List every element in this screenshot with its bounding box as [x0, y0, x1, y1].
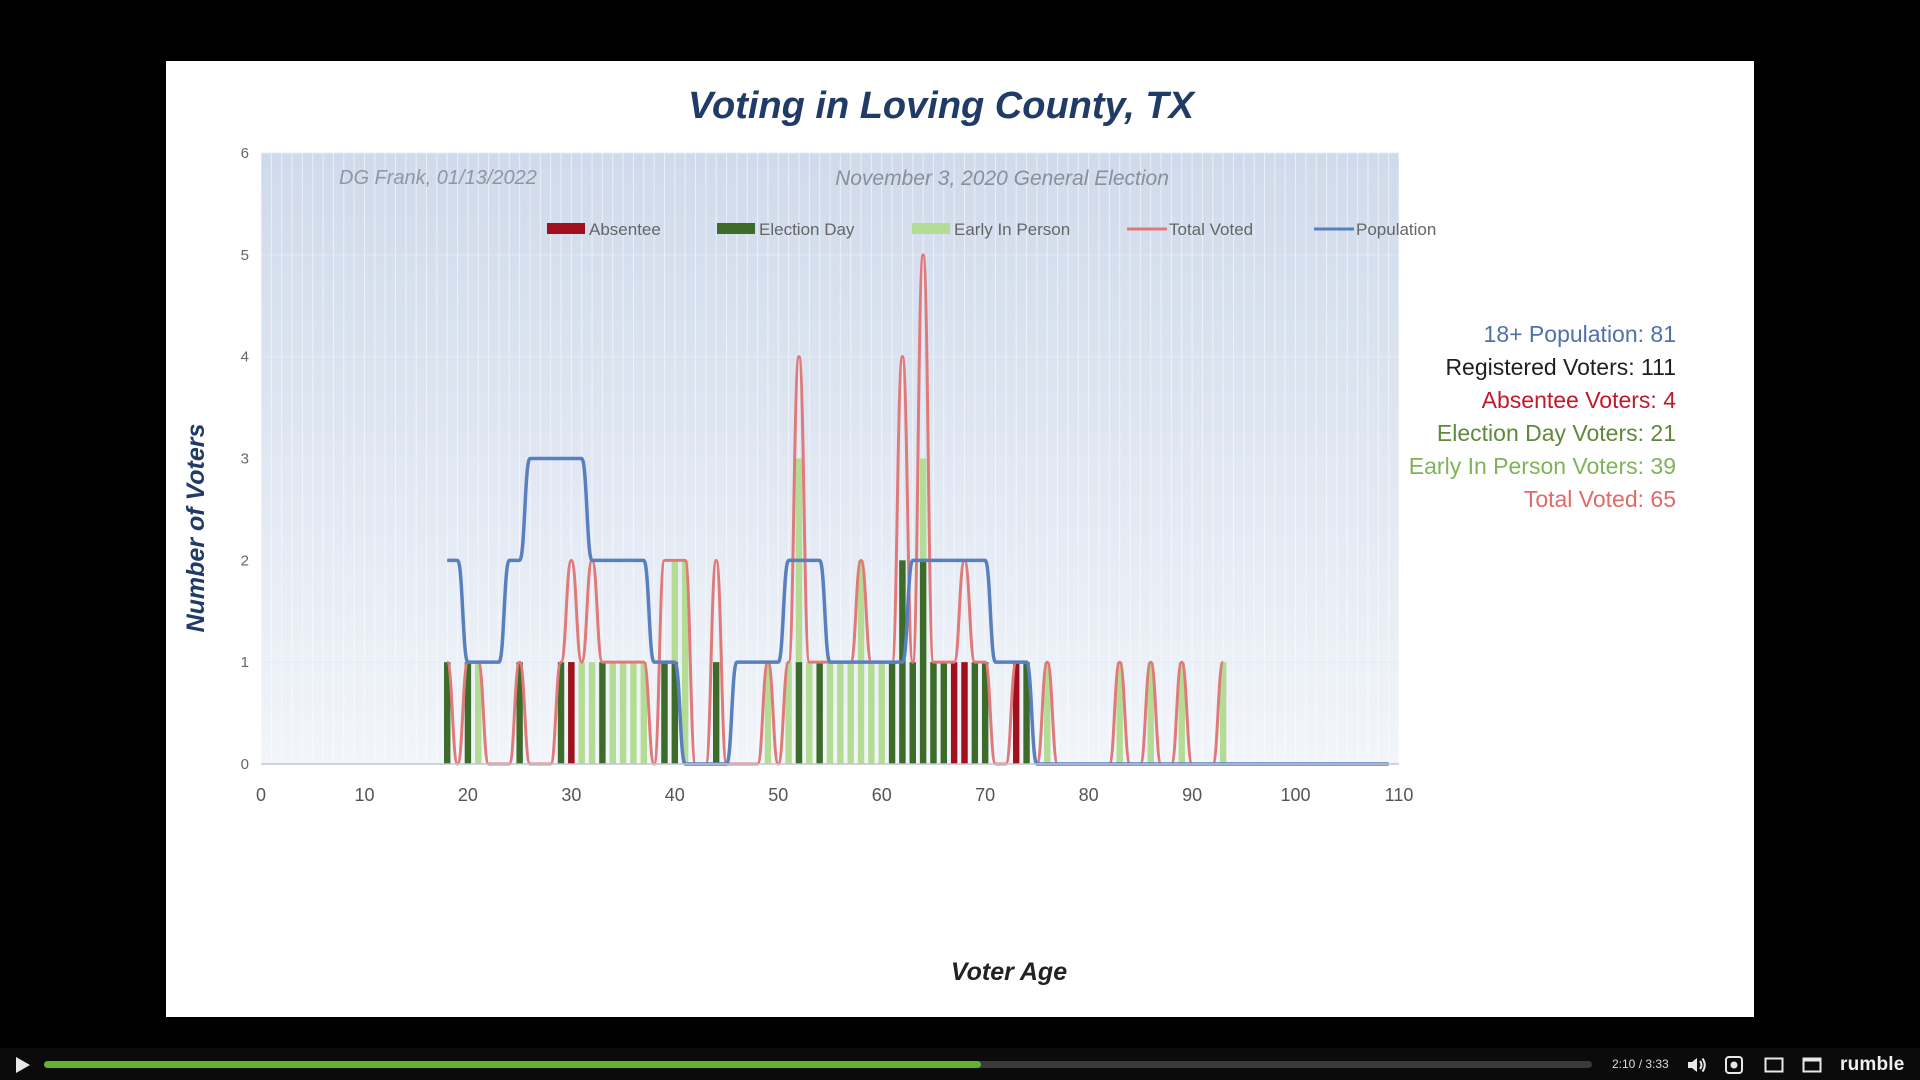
bar-early-in-person	[1116, 662, 1123, 764]
legend-label: Population	[1356, 220, 1436, 239]
legend-label: Early In Person	[954, 220, 1070, 239]
bar-early-in-person	[640, 662, 647, 764]
x-tick-label: 80	[1079, 785, 1099, 805]
bar-election-day	[671, 662, 679, 764]
author-note: DG Frank, 01/13/2022	[339, 167, 537, 189]
play-icon[interactable]	[12, 1055, 32, 1075]
stat-line: Election Day Voters: 21	[1437, 420, 1676, 446]
bar-election-day	[919, 560, 927, 764]
bar-early-in-person	[837, 662, 844, 764]
stat-line: Early In Person Voters: 39	[1409, 453, 1676, 479]
pip-icon[interactable]	[1802, 1056, 1822, 1074]
y-tick-label: 6	[241, 145, 249, 162]
bar-early-in-person	[868, 662, 875, 764]
y-tick-label: 1	[241, 654, 249, 671]
bar-early-in-person	[588, 662, 596, 764]
bar-election-day	[795, 662, 803, 764]
bar-election-day	[981, 662, 989, 764]
bar-absentee	[568, 662, 575, 764]
bar-election-day	[971, 662, 979, 764]
bar-election-day	[888, 662, 896, 764]
y-tick-label: 2	[241, 552, 249, 569]
bar-election-day	[712, 662, 720, 764]
bar-election-day	[516, 662, 523, 764]
x-tick-label: 70	[975, 785, 995, 805]
volume-icon[interactable]	[1686, 1055, 1708, 1075]
bar-early-in-person	[1178, 662, 1185, 764]
bar-election-day	[464, 662, 472, 764]
bar-election-day	[940, 662, 948, 764]
stat-line: 18+ Population: 81	[1484, 321, 1676, 347]
bar-early-in-person	[847, 662, 854, 764]
presentation-slide: 0 10 20 30 40 50 60 70 80 90 100 110 0 1 2 3 4 5 6 Voting …	[166, 61, 1754, 1017]
y-tick-label: 0	[241, 756, 249, 773]
legend-swatch	[912, 223, 950, 234]
theater-icon[interactable]	[1764, 1056, 1784, 1074]
bar-absentee	[1013, 662, 1020, 764]
bar-absentee	[961, 662, 968, 764]
progress-fill	[44, 1061, 981, 1068]
legend-swatch	[717, 223, 755, 234]
x-tick-label: 90	[1182, 785, 1202, 805]
bar-early-in-person	[1147, 662, 1154, 764]
bar-early-in-person	[826, 662, 834, 764]
x-tick-label: 0	[256, 785, 266, 805]
bar-absentee	[950, 662, 958, 764]
x-tick-label: 110	[1385, 785, 1414, 805]
chart-subtitle: November 3, 2020 General Election	[835, 167, 1169, 190]
chart-title: Voting in Loving County, TX	[688, 85, 1197, 127]
population-line	[447, 456, 1389, 766]
bar-early-in-person	[785, 662, 792, 764]
stat-line: Absentee Voters: 4	[1482, 387, 1677, 413]
bar-early-in-person	[1044, 662, 1051, 764]
x-tick-label: 30	[561, 785, 581, 805]
bar-early-in-person	[475, 662, 482, 764]
bar-election-day	[557, 662, 565, 764]
bar-election-day	[930, 662, 937, 764]
bar-election-day	[909, 662, 916, 764]
x-axis-label: Voter Age	[951, 958, 1067, 986]
x-tick-label: 50	[768, 785, 788, 805]
bar-early-in-person	[630, 662, 637, 764]
bar-early-in-person	[681, 560, 689, 764]
player-controls: 2:10 / 3:33 rumble	[0, 1048, 1920, 1080]
time-display: 2:10 / 3:33	[1612, 1057, 1669, 1071]
bar-election-day	[816, 662, 823, 764]
chart-legend: Absentee Election Day Early In Person Total…	[547, 220, 1436, 239]
x-tick-label: 60	[872, 785, 892, 805]
rumble-logo: rumble	[1840, 1054, 1905, 1075]
stat-line: Registered Voters: 111	[1445, 354, 1676, 380]
legend-swatch	[547, 223, 585, 234]
y-tick-label: 3	[241, 451, 249, 468]
bar-early-in-person	[795, 458, 803, 764]
stats-box: 18+ Population: 81 Registered Voters: 111…	[1409, 321, 1676, 512]
legend-label: Total Voted	[1169, 220, 1253, 239]
y-axis-label: Number of Voters	[182, 423, 210, 632]
x-tick-label: 10	[354, 785, 374, 805]
bar-early-in-person	[578, 662, 585, 764]
legend-label: Absentee	[589, 220, 661, 239]
legend-label: Election Day	[759, 220, 855, 239]
bar-early-in-person	[619, 662, 627, 764]
x-tick-label: 40	[665, 785, 685, 805]
bar-election-day	[444, 662, 451, 764]
bar-early-in-person	[878, 662, 885, 764]
bar-early-in-person	[764, 662, 772, 764]
bar-early-in-person	[806, 662, 813, 764]
bar-election-day	[661, 662, 668, 764]
y-tick-label: 4	[241, 349, 249, 366]
stat-line: Total Voted: 65	[1524, 486, 1676, 512]
bar-election-day	[599, 662, 606, 764]
bar-election-day	[1023, 662, 1030, 764]
settings-icon[interactable]	[1724, 1055, 1744, 1075]
bar-early-in-person	[1219, 662, 1227, 764]
bar-early-in-person	[609, 662, 616, 764]
x-tick-label: 100	[1281, 785, 1311, 805]
y-tick-label: 5	[241, 247, 249, 264]
voting-chart: 0 10 20 30 40 50 60 70 80 90 100 110 0 1 2 3 4 5 6 Voting …	[182, 85, 1676, 986]
x-tick-label: 20	[458, 785, 478, 805]
video-area[interactable]: 0 10 20 30 40 50 60 70 80 90 100 110 0 1 2 3 4 5 6 Voting …	[0, 0, 1920, 1048]
progress-bar[interactable]	[44, 1061, 1592, 1068]
